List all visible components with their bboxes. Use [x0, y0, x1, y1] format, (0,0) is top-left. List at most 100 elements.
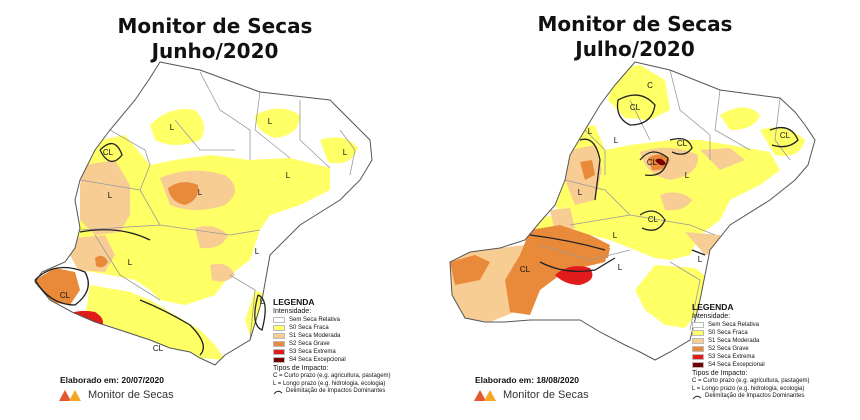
- map-label: L: [698, 255, 703, 264]
- title-line-1: Monitor de Secas: [117, 14, 313, 38]
- s2-area: [580, 160, 595, 180]
- legend-swatch: [273, 341, 285, 347]
- title-line-2: Julho/2020: [575, 37, 695, 61]
- s1-area: [195, 226, 228, 249]
- monitor-de-secas-logo-icon: [474, 390, 496, 401]
- s0-area: [85, 285, 225, 360]
- legend-item: S3 Seca Extrema: [273, 348, 423, 356]
- impact-title: Tipos de Impacto:: [273, 365, 329, 372]
- map-label: CL: [153, 344, 164, 353]
- s1-area: [660, 192, 692, 211]
- s2-area: [450, 255, 490, 285]
- legend-item: Sem Seca Relativa: [692, 321, 852, 329]
- impact-line-legend: Delimitação de Impactos Dominantes: [692, 393, 852, 401]
- legend-title: LEGENDA: [273, 297, 315, 307]
- map-label: CL: [60, 291, 71, 300]
- legend-title: LEGENDA: [692, 302, 734, 312]
- s0-area: [720, 107, 760, 130]
- map-label: L: [343, 148, 348, 157]
- s1-area: [80, 160, 130, 235]
- delimitation-line-icon: [692, 395, 702, 400]
- impact-c: C = Curto prazo (e.g. agricultura, pasta…: [273, 373, 391, 379]
- s0-area: [255, 108, 300, 138]
- map-label: C: [647, 81, 653, 90]
- s0-area: [760, 127, 805, 156]
- legend-swatch: [273, 317, 285, 323]
- legend: LEGENDA Intensidade: Sem Seca Relativa S…: [692, 302, 852, 401]
- legend-item: S0 Seca Fraca: [273, 324, 423, 332]
- s2-area: [95, 255, 108, 268]
- legend-item: S2 Seca Grave: [692, 345, 852, 353]
- map-label: L: [614, 136, 619, 145]
- delimitation-line-icon: [273, 390, 283, 395]
- legend-item: S2 Seca Grave: [273, 340, 423, 348]
- map-panel-junho: Monitor de Secas Junho/2020: [34, 14, 423, 401]
- legend: LEGENDA Intensidade: Sem Seca Relativa S…: [273, 297, 423, 396]
- map-label: L: [268, 117, 273, 126]
- title-line-1: Monitor de Secas: [537, 12, 733, 36]
- map-label: L: [578, 188, 583, 197]
- title-line-2: Junho/2020: [151, 39, 279, 63]
- monitor-de-secas-logo-icon: [59, 390, 81, 401]
- map-label: CL: [647, 158, 658, 167]
- legend-item: S1 Seca Moderada: [692, 337, 852, 345]
- legend-swatch: [692, 346, 704, 352]
- impact-c: C = Curto prazo (e.g. agricultura, pasta…: [692, 378, 810, 384]
- s3-area: [62, 310, 104, 331]
- legend-item: Sem Seca Relativa: [273, 316, 423, 324]
- map-label: L: [286, 171, 291, 180]
- s1-area: [210, 263, 235, 282]
- elaborado-em: Elaborado em: 18/08/2020: [475, 375, 579, 385]
- logo: Monitor de Secas: [473, 388, 589, 402]
- legend-item: S4 Seca Excepcional: [692, 361, 852, 369]
- legend-subtitle: Intensidade:: [273, 308, 312, 315]
- map-title: Monitor de Secas Julho/2020: [520, 12, 750, 62]
- legend-swatch: [273, 333, 285, 339]
- map-label: L: [108, 191, 113, 200]
- legend-swatch: [273, 357, 285, 363]
- map-label: L: [170, 123, 175, 132]
- logo-name: Monitor de Secas: [503, 389, 589, 401]
- impact-line-legend: Delimitação de Impactos Dominantes: [273, 388, 423, 396]
- impact-l: L = Longo prazo (e.g. hidrologia, ecolog…: [273, 380, 386, 387]
- drought-map-julho: C CL CL CL L L CL L CL L CL L L L: [449, 61, 816, 361]
- map-label: L: [613, 231, 618, 240]
- elaborado-em: Elaborado em: 20/07/2020: [60, 375, 164, 385]
- legend-swatch: [273, 349, 285, 355]
- map-title: Monitor de Secas Junho/2020: [100, 14, 330, 64]
- legend-swatch: [692, 354, 704, 360]
- s1-area: [565, 145, 602, 205]
- s2-area: [168, 182, 199, 205]
- map-label: CL: [648, 215, 659, 224]
- map-label: L: [588, 127, 593, 136]
- map-label: L: [255, 247, 260, 256]
- legend-item: S3 Seca Extrema: [692, 353, 852, 361]
- s2-area: [505, 225, 610, 315]
- s0-area: [150, 109, 204, 145]
- map-label: L: [260, 297, 265, 306]
- legend-item: S1 Seca Moderada: [273, 332, 423, 340]
- map-label: CL: [520, 265, 531, 274]
- map-panel-julho: Monitor de Secas Julho/2020: [430, 0, 860, 420]
- legend-subtitle: Intensidade:: [692, 313, 731, 320]
- logo-name: Monitor de Secas: [88, 389, 174, 401]
- legend-swatch: [692, 322, 704, 328]
- legend-swatch: [692, 338, 704, 344]
- map-label: L: [618, 263, 623, 272]
- map-label: CL: [780, 131, 791, 140]
- map-label: L: [128, 258, 133, 267]
- legend-swatch: [273, 325, 285, 331]
- legend-swatch: [692, 362, 704, 368]
- impact-title: Tipos de Impacto:: [692, 370, 748, 377]
- s4-area: [655, 158, 666, 166]
- impact-l: L = Longo prazo (e.g. hidrologia, ecolog…: [692, 385, 805, 392]
- s0-area: [320, 137, 358, 164]
- legend-item: S0 Seca Fraca: [692, 329, 852, 337]
- map-label: CL: [630, 103, 641, 112]
- s0-area: [635, 265, 710, 328]
- map-label: L: [685, 171, 690, 180]
- s1-area: [700, 148, 745, 170]
- s0-area: [70, 135, 330, 305]
- legend-item: S4 Seca Excepcional: [273, 356, 423, 364]
- legend-swatch: [692, 330, 704, 336]
